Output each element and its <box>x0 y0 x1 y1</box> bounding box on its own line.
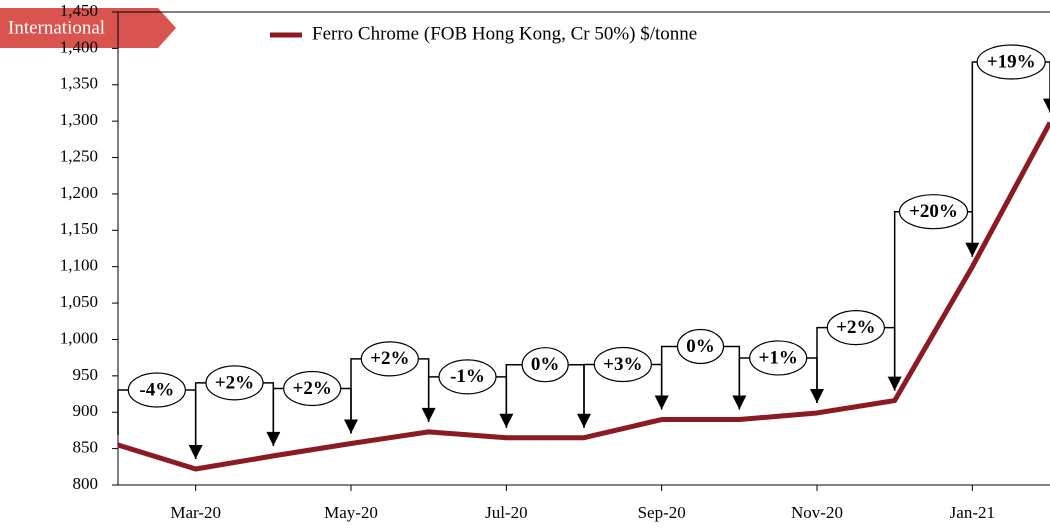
annotation-label: 0% <box>531 354 560 375</box>
annotation-bracket <box>893 210 974 391</box>
x-tick-label: Sep-20 <box>638 503 686 522</box>
annotation-bubble <box>521 347 569 383</box>
annotation-bubble <box>976 44 1046 80</box>
annotation-label: +2% <box>293 378 332 399</box>
annotation-label: +20% <box>909 201 958 222</box>
annotation-bubble <box>127 372 186 408</box>
x-tick-label: Nov-20 <box>791 503 843 522</box>
annotation-bubble <box>283 370 342 407</box>
x-tick-label: Mar-20 <box>170 503 221 522</box>
annotation-label: +1% <box>759 347 798 368</box>
y-tick-label: 1,150 <box>60 219 98 238</box>
tag-shape <box>0 8 176 48</box>
y-tick-label: 1,300 <box>60 110 98 129</box>
annotation-label: -1% <box>450 366 485 387</box>
y-tick-label: 1,350 <box>60 74 98 93</box>
y-tick-label: 800 <box>73 474 99 493</box>
x-tick-label: May-20 <box>324 503 378 522</box>
plot: 800 850 900 950 1,000 1,050 1,100 1,150 1,200 1,2… <box>60 1 1050 522</box>
annotation-bubble <box>826 309 885 346</box>
annotation-bubble <box>676 328 725 365</box>
annotation-label: +2% <box>215 372 254 393</box>
series-line <box>117 121 1050 472</box>
y-tick-label: 1,450 <box>60 1 98 20</box>
y-tick-label: 850 <box>73 438 99 457</box>
annotation-label: -4% <box>139 379 174 400</box>
y-tick-label: 950 <box>73 365 99 384</box>
annotation-bubble <box>205 365 264 401</box>
annotation-arrow <box>1043 98 1050 113</box>
annotation-bracket <box>971 61 1050 257</box>
y-tick-label: 1,400 <box>60 37 98 56</box>
y-tick-label: 1,000 <box>60 328 98 347</box>
y-tick-label: 1,200 <box>60 183 98 202</box>
annotation-bubble <box>593 346 652 383</box>
x-tick-label: Jan-21 <box>950 503 995 522</box>
annotation-bubble <box>749 340 808 376</box>
annotation-label: +2% <box>370 348 409 369</box>
y-tick-label: 1,250 <box>60 146 98 165</box>
annotation-label: +3% <box>603 354 642 375</box>
annotation-label: 0% <box>686 336 715 357</box>
y-tick-label: 1,100 <box>60 256 98 275</box>
legend-label: Ferro Chrome (FOB Hong Kong, Cr 50%) $/t… <box>312 23 697 44</box>
annotation-label: +2% <box>836 317 875 338</box>
annotation-label: +19% <box>987 51 1036 72</box>
annotation-bubble <box>438 359 497 395</box>
y-tick-label: 1,050 <box>60 292 98 311</box>
annotation-bubble <box>898 194 969 230</box>
tag-label: International <box>8 17 105 38</box>
y-tick-label: 900 <box>73 401 99 420</box>
annotation-bubble <box>360 341 419 377</box>
x-tick-label: Jul-20 <box>485 503 528 522</box>
